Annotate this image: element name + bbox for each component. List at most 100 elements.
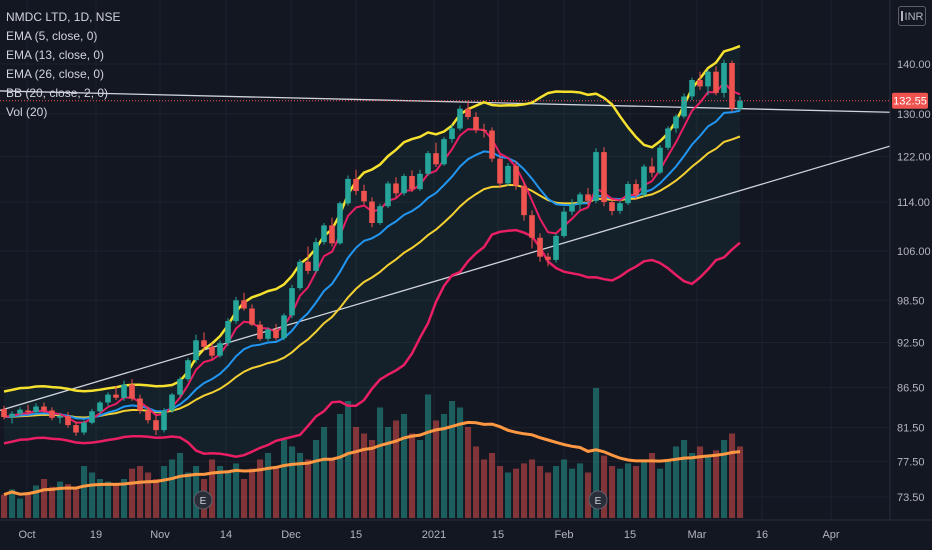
volume-bar [193,466,200,518]
bb-fill [4,46,740,457]
volume-bar [297,453,304,518]
candle-body [513,165,519,186]
x-tick-label: Dec [281,529,301,541]
currency-icon [900,11,903,21]
candle-body [521,185,527,216]
x-tick-label: 19 [90,529,102,541]
x-tick-label: Apr [822,529,839,541]
earnings-marker-label: E [200,496,207,507]
volume-bar [185,472,192,518]
legend-vol[interactable]: Vol (20) [6,105,48,119]
candle-body [217,343,223,356]
volume-bar [209,459,216,518]
legend-ema26[interactable]: EMA (26, close, 0) [6,67,105,81]
candle-body [361,190,367,202]
candle-body [729,63,735,109]
trendlines[interactable] [0,90,891,412]
y-tick-label: 130.00 [897,109,931,121]
volume-bar [713,450,720,518]
legend-symbol[interactable]: NMDC LTD, 1D, NSE [6,10,121,24]
x-tick-label: 15 [492,529,504,541]
candle-body [633,184,639,195]
candle-body [353,178,359,191]
volume-bar [545,472,552,518]
volume-bar [249,468,256,518]
legend-ema13[interactable]: EMA (13, close, 0) [6,48,105,62]
candle-body [25,410,31,413]
volume-bar [137,466,144,518]
volume-bar [129,468,136,518]
candle-body [49,410,55,418]
volume-bar [33,485,40,518]
y-tick-label: 140.00 [897,59,931,71]
candle-body [41,406,47,411]
volume-bar [73,489,80,518]
candle-body [65,416,71,426]
x-tick-label: 2021 [422,529,446,541]
volume-bar [617,468,624,518]
volume-bar [513,468,520,518]
candle-body [393,183,399,194]
price-axis [890,0,932,550]
candle-body [641,166,647,196]
candle-body [161,410,167,431]
candle-body [465,108,471,117]
volume-bar [233,463,240,518]
volume-bar [385,427,392,518]
candle-body [281,315,287,339]
bb-fill-area [4,46,740,457]
currency-button[interactable]: INR [898,6,926,26]
ascending-trendline [0,145,891,412]
candle-body [9,413,15,417]
legend: NMDC LTD, 1D, NSE EMA (5, close, 0) EMA … [6,8,120,122]
volume-bar [553,466,560,518]
candle-body [433,153,439,165]
candle-body [457,108,463,129]
x-tick-label: Nov [150,529,170,541]
candle-body [209,346,215,356]
volume-bar [217,466,224,518]
x-tick-label: Oct [18,529,35,541]
volume-bar [25,492,32,518]
legend-ema5[interactable]: EMA (5, close, 0) [6,29,98,43]
candle-body [625,184,631,204]
x-tick-label: Feb [555,529,574,541]
candle-body [345,178,351,204]
time-axis [0,520,932,550]
x-tick-label: 15 [350,529,362,541]
candle-body [297,261,303,289]
volume-bar [689,453,696,518]
candle-body [329,225,335,244]
candle-body [617,203,623,211]
candle-body [145,410,151,421]
volume-bar [705,455,712,518]
candle-body [657,147,663,173]
volume-bar [281,440,288,518]
candle-body [481,130,487,131]
x-tick-label: Mar [688,529,707,541]
candle-body [233,300,239,322]
y-tick-label: 77.50 [897,456,925,468]
y-tick-label: 81.50 [897,423,925,435]
volume-bar [681,440,688,518]
candle-body [377,206,383,223]
currency-label: INR [904,11,924,23]
candle-body [369,201,375,223]
legend-bb[interactable]: BB (20, close, 2, 0) [6,86,109,100]
volume-bar [161,466,168,518]
candle-body [153,420,159,431]
candle-body [425,153,431,174]
volume-bar [329,459,336,518]
y-tick-label: 106.00 [897,246,931,258]
earnings-marker-label: E [595,496,602,507]
volume-bar [417,440,424,518]
volume-bar [17,498,24,518]
volume-bar [625,463,632,518]
candle-body [169,394,175,411]
candle-body [113,394,119,398]
y-tick-label: 98.50 [897,295,925,307]
candle-body [601,152,607,203]
